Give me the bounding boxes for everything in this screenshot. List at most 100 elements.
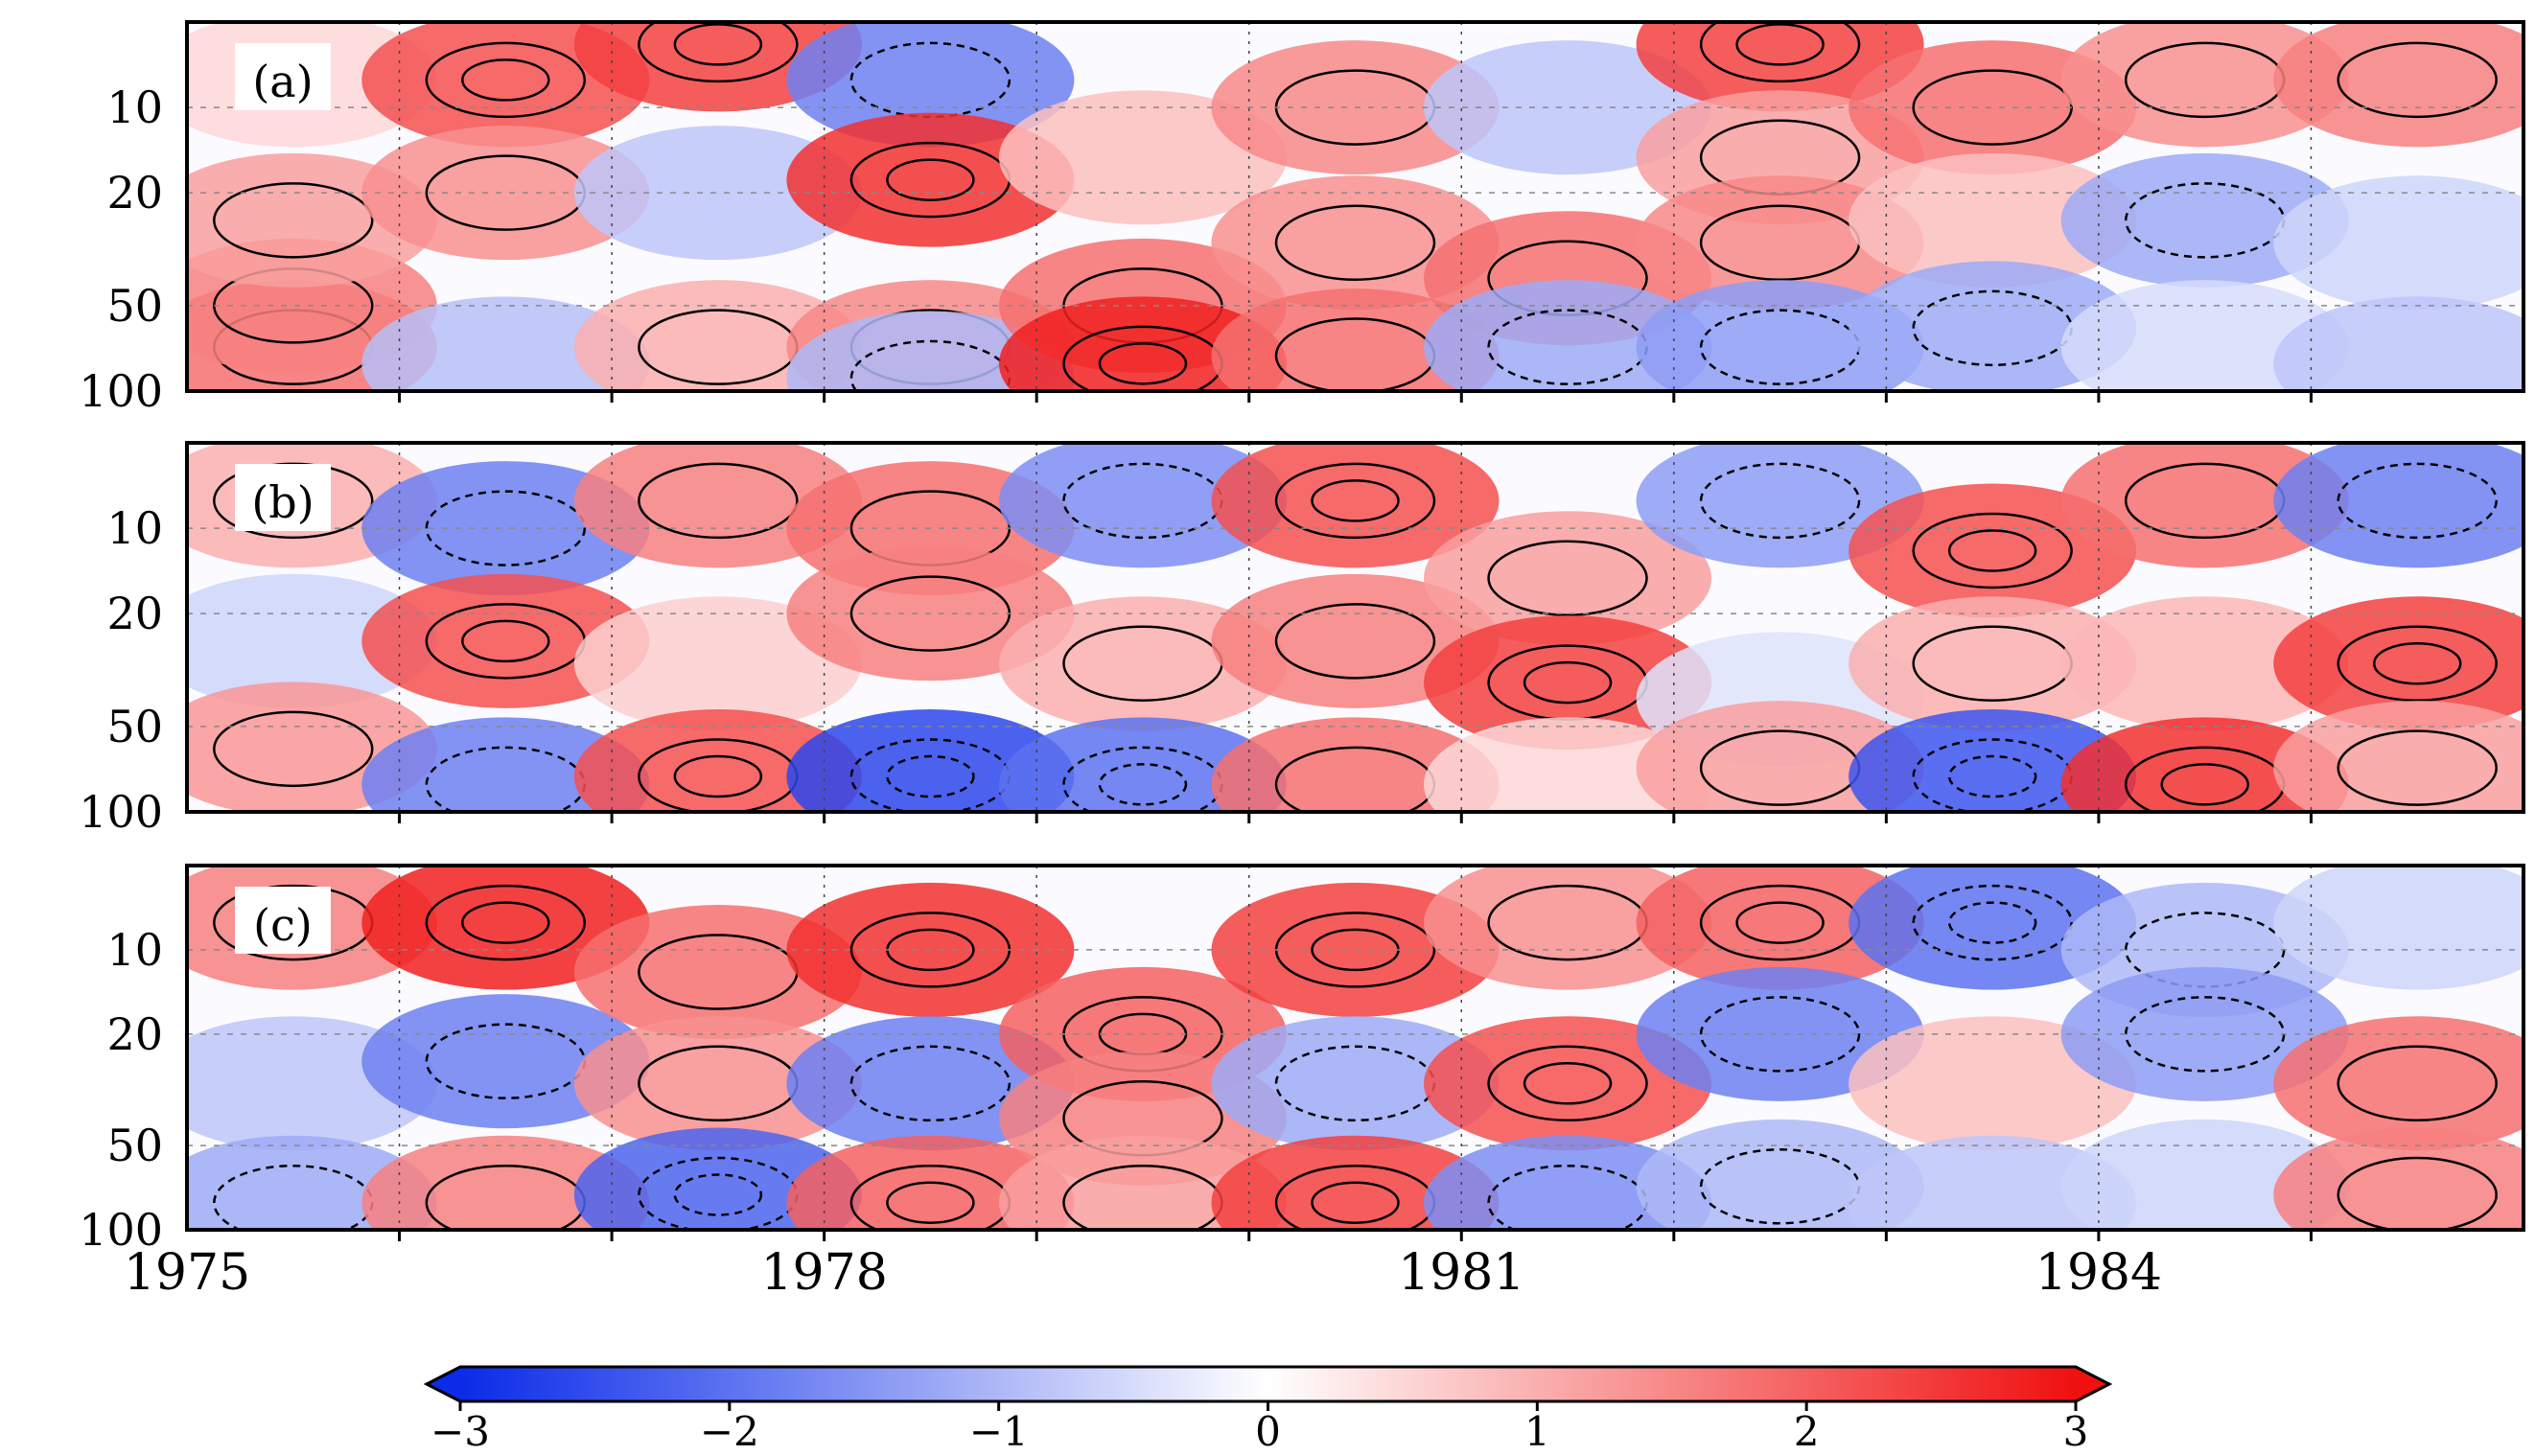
panel-c-frame	[185, 864, 2525, 1232]
contour-line	[638, 462, 799, 540]
contour-line	[638, 22, 799, 83]
heat-cell	[1636, 866, 1924, 990]
heat-cell	[1211, 443, 1500, 568]
contour-line	[1098, 763, 1188, 806]
contour-line	[1947, 754, 2037, 798]
panel-a-cells	[187, 22, 2523, 391]
contour-line	[213, 462, 374, 540]
heat-cell	[2273, 443, 2523, 568]
contour-line	[1912, 512, 2073, 589]
y-tick-label: 50	[106, 701, 163, 752]
contour-line	[1311, 479, 1400, 522]
y-tick-label: 50	[106, 1120, 163, 1171]
heat-cell	[573, 596, 862, 731]
contour-line	[1487, 1045, 1648, 1122]
contour-line	[2337, 1045, 2498, 1122]
y-axis-tick-labels: 10 20 50 100 10 20 50 100 10 20 50 100	[79, 81, 163, 1256]
panel-a-frame	[185, 20, 2525, 393]
contour-line	[1274, 603, 1436, 680]
y-tick-label: 10	[106, 81, 163, 133]
contour-line	[461, 619, 550, 663]
y-tick-label: 20	[106, 1008, 163, 1060]
contour-line	[461, 901, 550, 944]
heat-cell	[361, 126, 650, 261]
y-tick-label: 10	[106, 924, 163, 976]
contour-line	[1487, 540, 1648, 616]
y-tick-label: 100	[79, 786, 163, 838]
heat-cell	[1424, 717, 1712, 812]
contour-line	[673, 23, 763, 66]
heat-cell	[2060, 443, 2349, 568]
colorbar-tick-label: −2	[700, 1408, 759, 1455]
contour-line	[1735, 901, 1825, 944]
contour-line	[2337, 462, 2498, 540]
y-tick-label: 20	[106, 588, 163, 639]
x-tick-label: 1978	[760, 1244, 887, 1302]
contour-line	[1947, 529, 2037, 572]
heat-cell	[1849, 596, 2137, 731]
y-tick-label: 100	[79, 1204, 163, 1256]
contour-line	[2372, 642, 2462, 685]
x-tick-label: 1975	[124, 1244, 250, 1302]
colorbar-extend-low	[427, 1367, 460, 1401]
colorbar-gradient	[460, 1367, 2076, 1401]
contour-line	[886, 1181, 975, 1224]
heat-cell	[361, 296, 650, 391]
heat-cell	[1849, 483, 2137, 618]
colorbar: −3 −2 −1 0 1 2 3	[423, 1365, 2113, 1455]
heat-cell	[2273, 1016, 2523, 1151]
heat-cell	[2273, 1127, 2523, 1230]
heat-cell	[2060, 22, 2349, 148]
contour-line	[1523, 660, 1613, 705]
heat-cell	[1424, 1135, 1712, 1230]
contour-line	[673, 754, 763, 798]
contour-line	[1274, 462, 1436, 540]
colorbar-tick-label: 0	[1255, 1408, 1281, 1455]
heat-cell	[1424, 866, 1712, 990]
heat-cell	[2273, 596, 2523, 731]
heat-cell	[2273, 22, 2523, 148]
contour-line	[425, 490, 587, 566]
heat-cell	[1424, 511, 1712, 646]
contour-line	[213, 710, 374, 788]
heat-cell	[1424, 40, 1712, 175]
panel-b-field	[187, 443, 2523, 812]
heat-cell	[1424, 1016, 1712, 1151]
heat-cell	[1849, 152, 2137, 288]
panel-c-label-box	[235, 887, 331, 954]
heat-cell	[2273, 175, 2523, 311]
x-tick-label: 1981	[1398, 1244, 1524, 1302]
heat-cell	[1211, 1016, 1500, 1151]
panel-c-cells	[187, 866, 2523, 1230]
colorbar-tick-labels: −3 −2 −1 0 1 2 3	[430, 1401, 2088, 1455]
panel-c-field	[187, 866, 2523, 1230]
contour-line	[461, 58, 550, 102]
heat-cell	[1636, 966, 1924, 1101]
contour-line	[2337, 625, 2498, 703]
colorbar-tick-label: −1	[969, 1408, 1029, 1455]
contour-line	[673, 1173, 763, 1216]
panel-a: (a)	[185, 20, 2525, 403]
heat-cell	[1849, 1016, 2137, 1151]
contour-line	[1523, 1062, 1613, 1105]
heat-cell	[998, 443, 1287, 568]
contour-line	[1735, 23, 1825, 66]
y-tick-label: 20	[106, 167, 163, 219]
heat-cell	[2273, 701, 2523, 812]
contour-line	[2337, 729, 2498, 806]
contour-line	[1699, 462, 1861, 540]
colorbar-extend-high	[2076, 1367, 2109, 1401]
panel-a-field	[187, 22, 2523, 391]
colorbar-tick-label: 2	[1794, 1408, 1820, 1455]
contour-line	[886, 158, 975, 201]
panel-b-cells	[187, 443, 2523, 812]
contour-line	[2160, 763, 2249, 806]
colorbar-tick-label: −3	[430, 1408, 490, 1455]
heat-cell	[2273, 866, 2523, 990]
heat-cell	[1211, 289, 1500, 391]
contour-line	[425, 41, 587, 119]
panel-a-label-box	[235, 43, 331, 110]
panel-b-frame	[185, 441, 2525, 814]
y-tick-label: 10	[106, 502, 163, 554]
